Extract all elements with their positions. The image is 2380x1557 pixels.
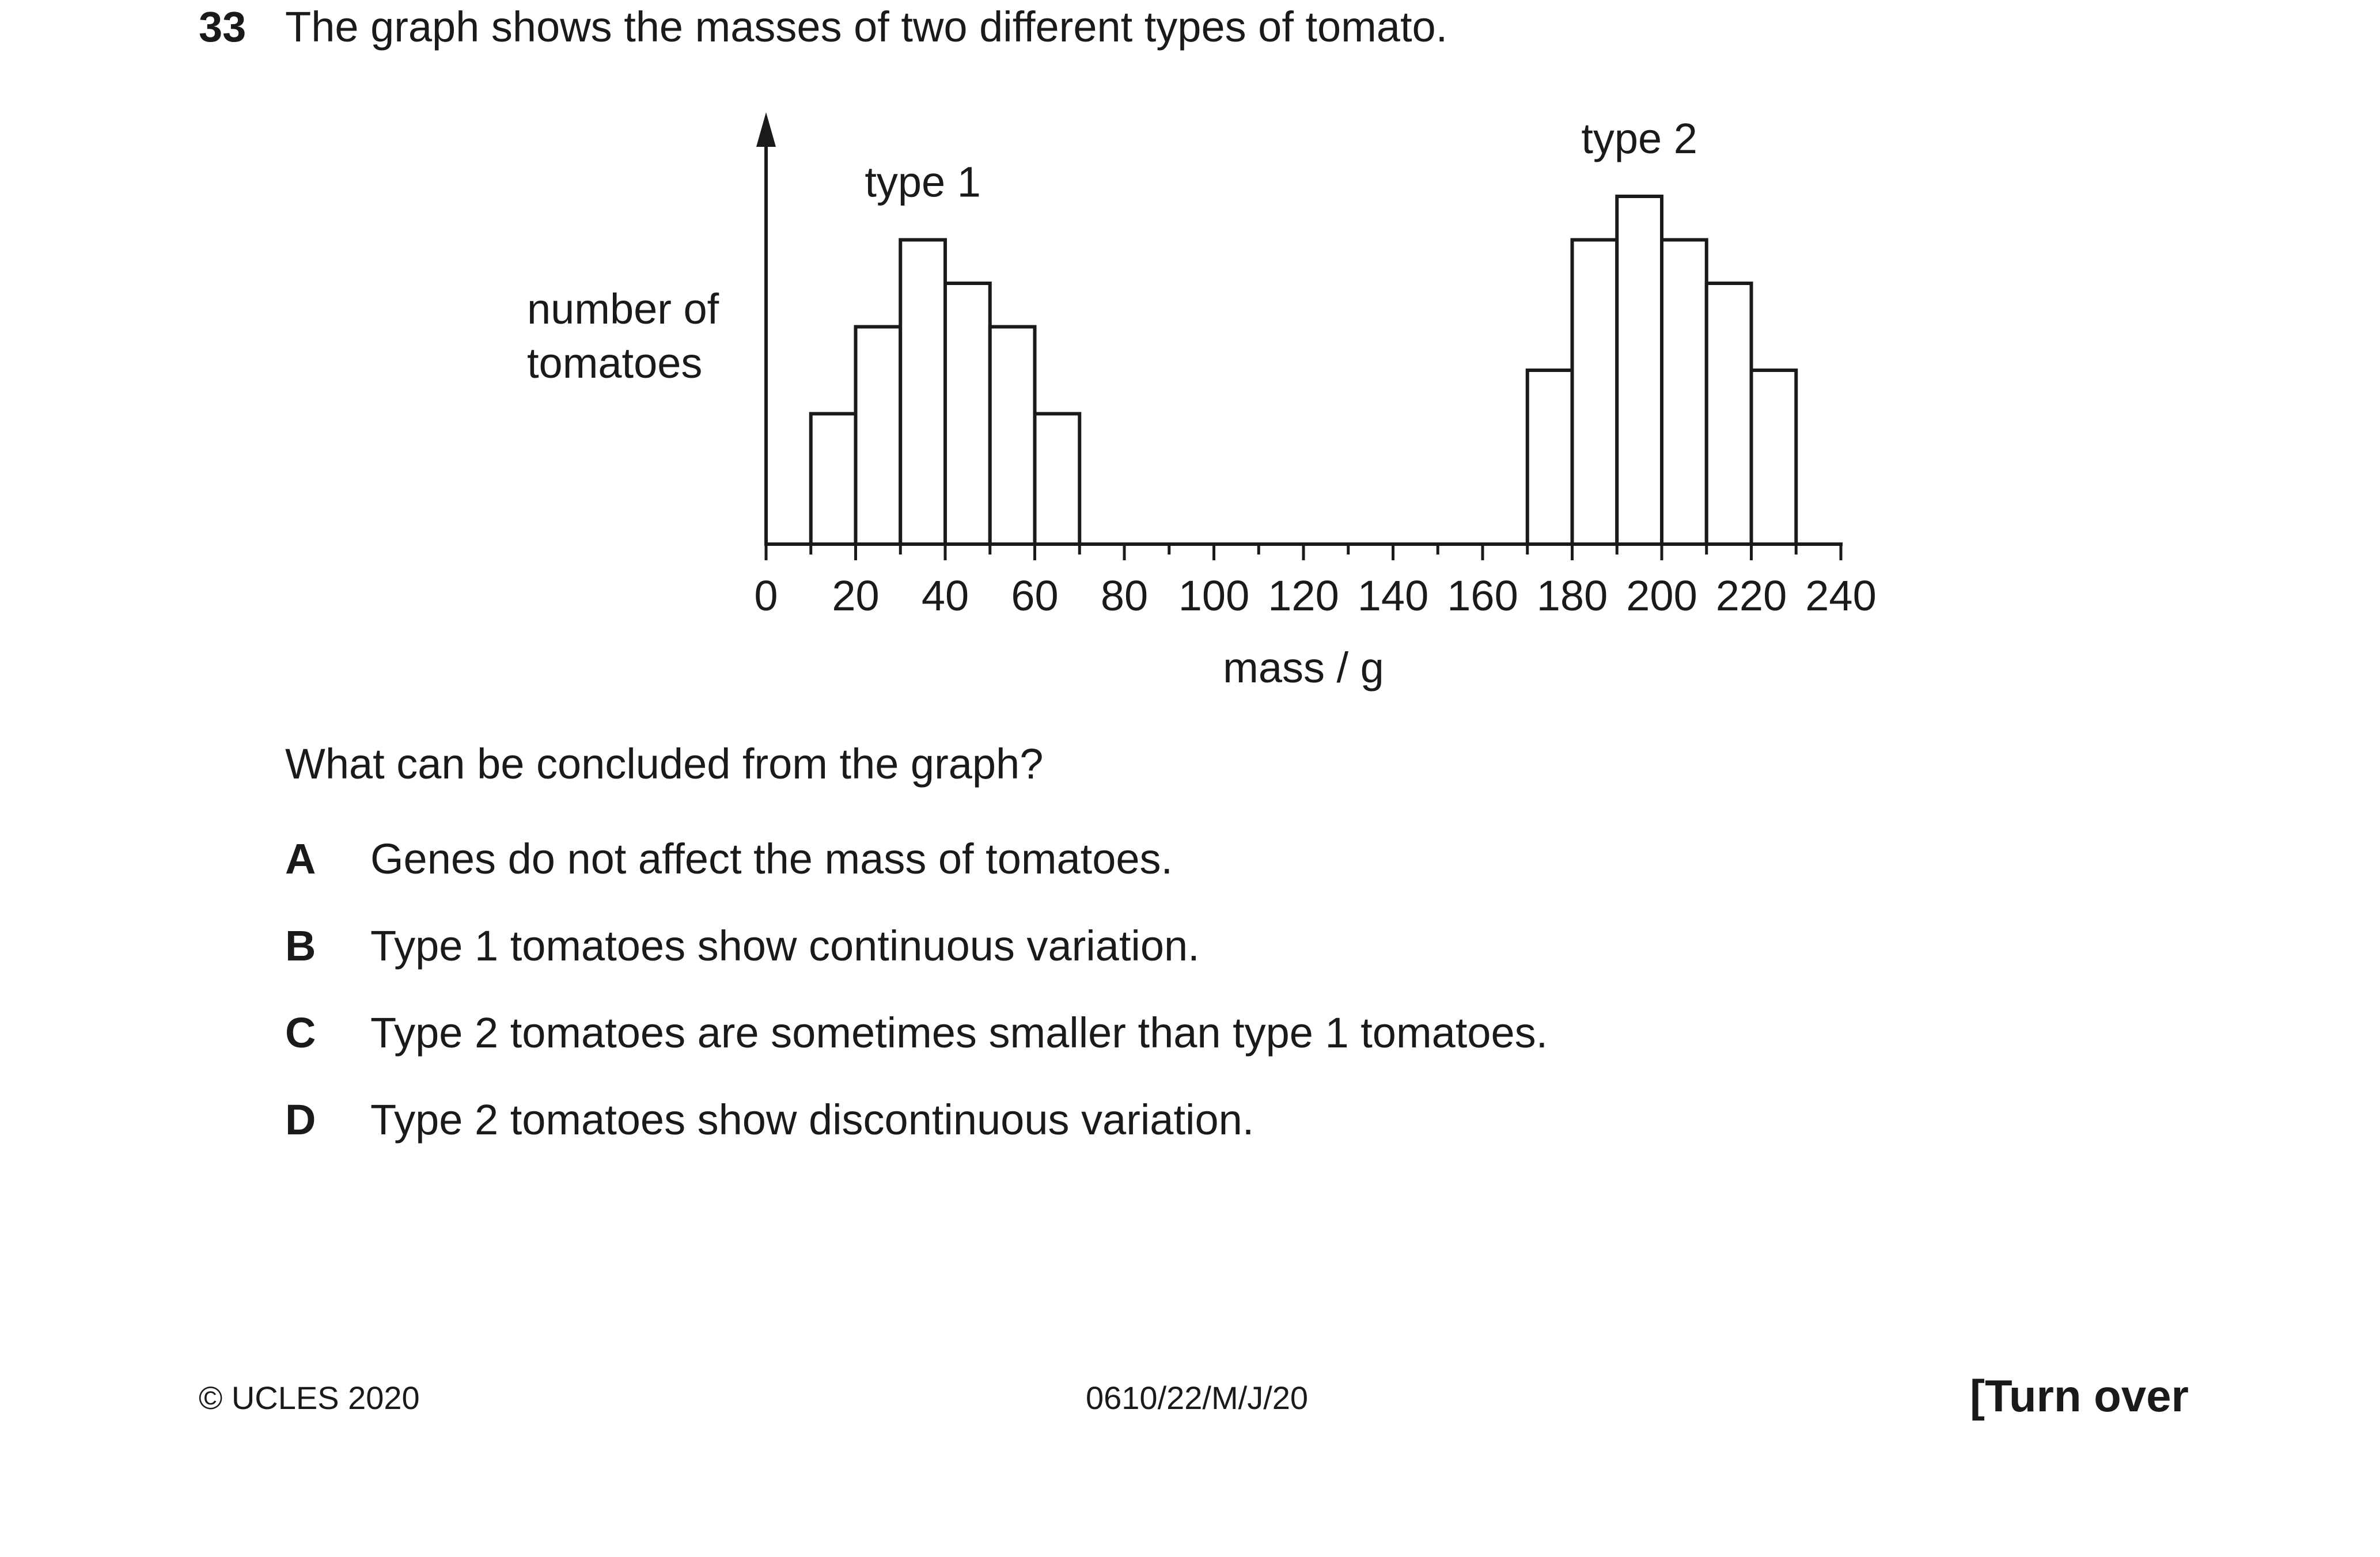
question-number: 33	[199, 3, 247, 51]
bar-type-1-40-50	[943, 282, 992, 546]
x-axis-label: mass / g	[1223, 644, 1384, 692]
bar-type-1-10-20	[809, 412, 858, 546]
option-b-text: Type 1 tomatoes show continuous variatio…	[370, 922, 1200, 970]
option-d-text: Type 2 tomatoes show discontinuous varia…	[370, 1096, 1255, 1144]
y-axis-label-line-1: number of	[527, 285, 719, 333]
option-a-text: Genes do not affect the mass of tomatoes…	[370, 835, 1173, 883]
axes-layer	[756, 112, 1843, 560]
option-a-letter: A	[285, 835, 316, 883]
x-tick-label-100: 100	[1178, 572, 1249, 620]
y-axis-label-line-2: tomatoes	[527, 339, 702, 387]
option-d-letter: D	[285, 1096, 316, 1144]
option-c-text: Type 2 tomatoes are sometimes smaller th…	[370, 1009, 1548, 1057]
bar-type-1-30-40	[899, 238, 947, 546]
footer-turn-over: [Turn over	[1970, 1370, 2189, 1421]
x-tick-label-160: 160	[1447, 572, 1518, 620]
x-tick-label-60: 60	[1011, 572, 1058, 620]
footer-copyright: © UCLES 2020	[199, 1380, 420, 1416]
bar-type-1-20-30	[854, 325, 903, 546]
bar-type-2-190-200	[1615, 195, 1663, 546]
series-label-type-1: type 1	[865, 158, 981, 206]
option-c-letter: C	[285, 1009, 316, 1057]
x-tick-label-180: 180	[1537, 572, 1608, 620]
question-text: The graph shows the masses of two differ…	[285, 3, 1448, 51]
x-tick-label-120: 120	[1268, 572, 1339, 620]
question-prompt: What can be concluded from the graph?	[285, 740, 1044, 788]
x-tick-label-140: 140	[1358, 572, 1428, 620]
labels-layer: type 1 type 2 0 20 40 60 80 100 120 140 160 180 200 2…	[527, 115, 1877, 692]
x-tick-label-20: 20	[832, 572, 879, 620]
footer-paper-code: 0610/22/M/J/20	[1086, 1380, 1309, 1416]
option-b-letter: B	[285, 922, 316, 970]
bar-type-1-60-70	[1033, 412, 1082, 546]
x-tick-label-80: 80	[1101, 572, 1148, 620]
bar-type-2-220-230	[1749, 369, 1798, 546]
y-axis-arrow-icon	[756, 112, 776, 147]
series-label-type-2: type 2	[1581, 115, 1697, 162]
x-tick-label-200: 200	[1626, 572, 1697, 620]
x-tick-label-220: 220	[1716, 572, 1787, 620]
x-tick-label-240: 240	[1805, 572, 1876, 620]
bar-type-2-200-210	[1660, 238, 1708, 546]
bar-type-1-50-60	[988, 325, 1037, 546]
bar-type-2-180-190	[1570, 238, 1619, 546]
bar-type-2-210-220	[1704, 282, 1753, 546]
mass-histogram-chart: type 1 type 2 0 20 40 60 80 100 120 140 160 180 200 2…	[527, 112, 1877, 692]
x-tick-label-40: 40	[922, 572, 969, 620]
bar-type-2-170-180	[1525, 369, 1574, 546]
x-tick-label-0: 0	[754, 572, 778, 620]
bars-layer	[809, 195, 1798, 546]
